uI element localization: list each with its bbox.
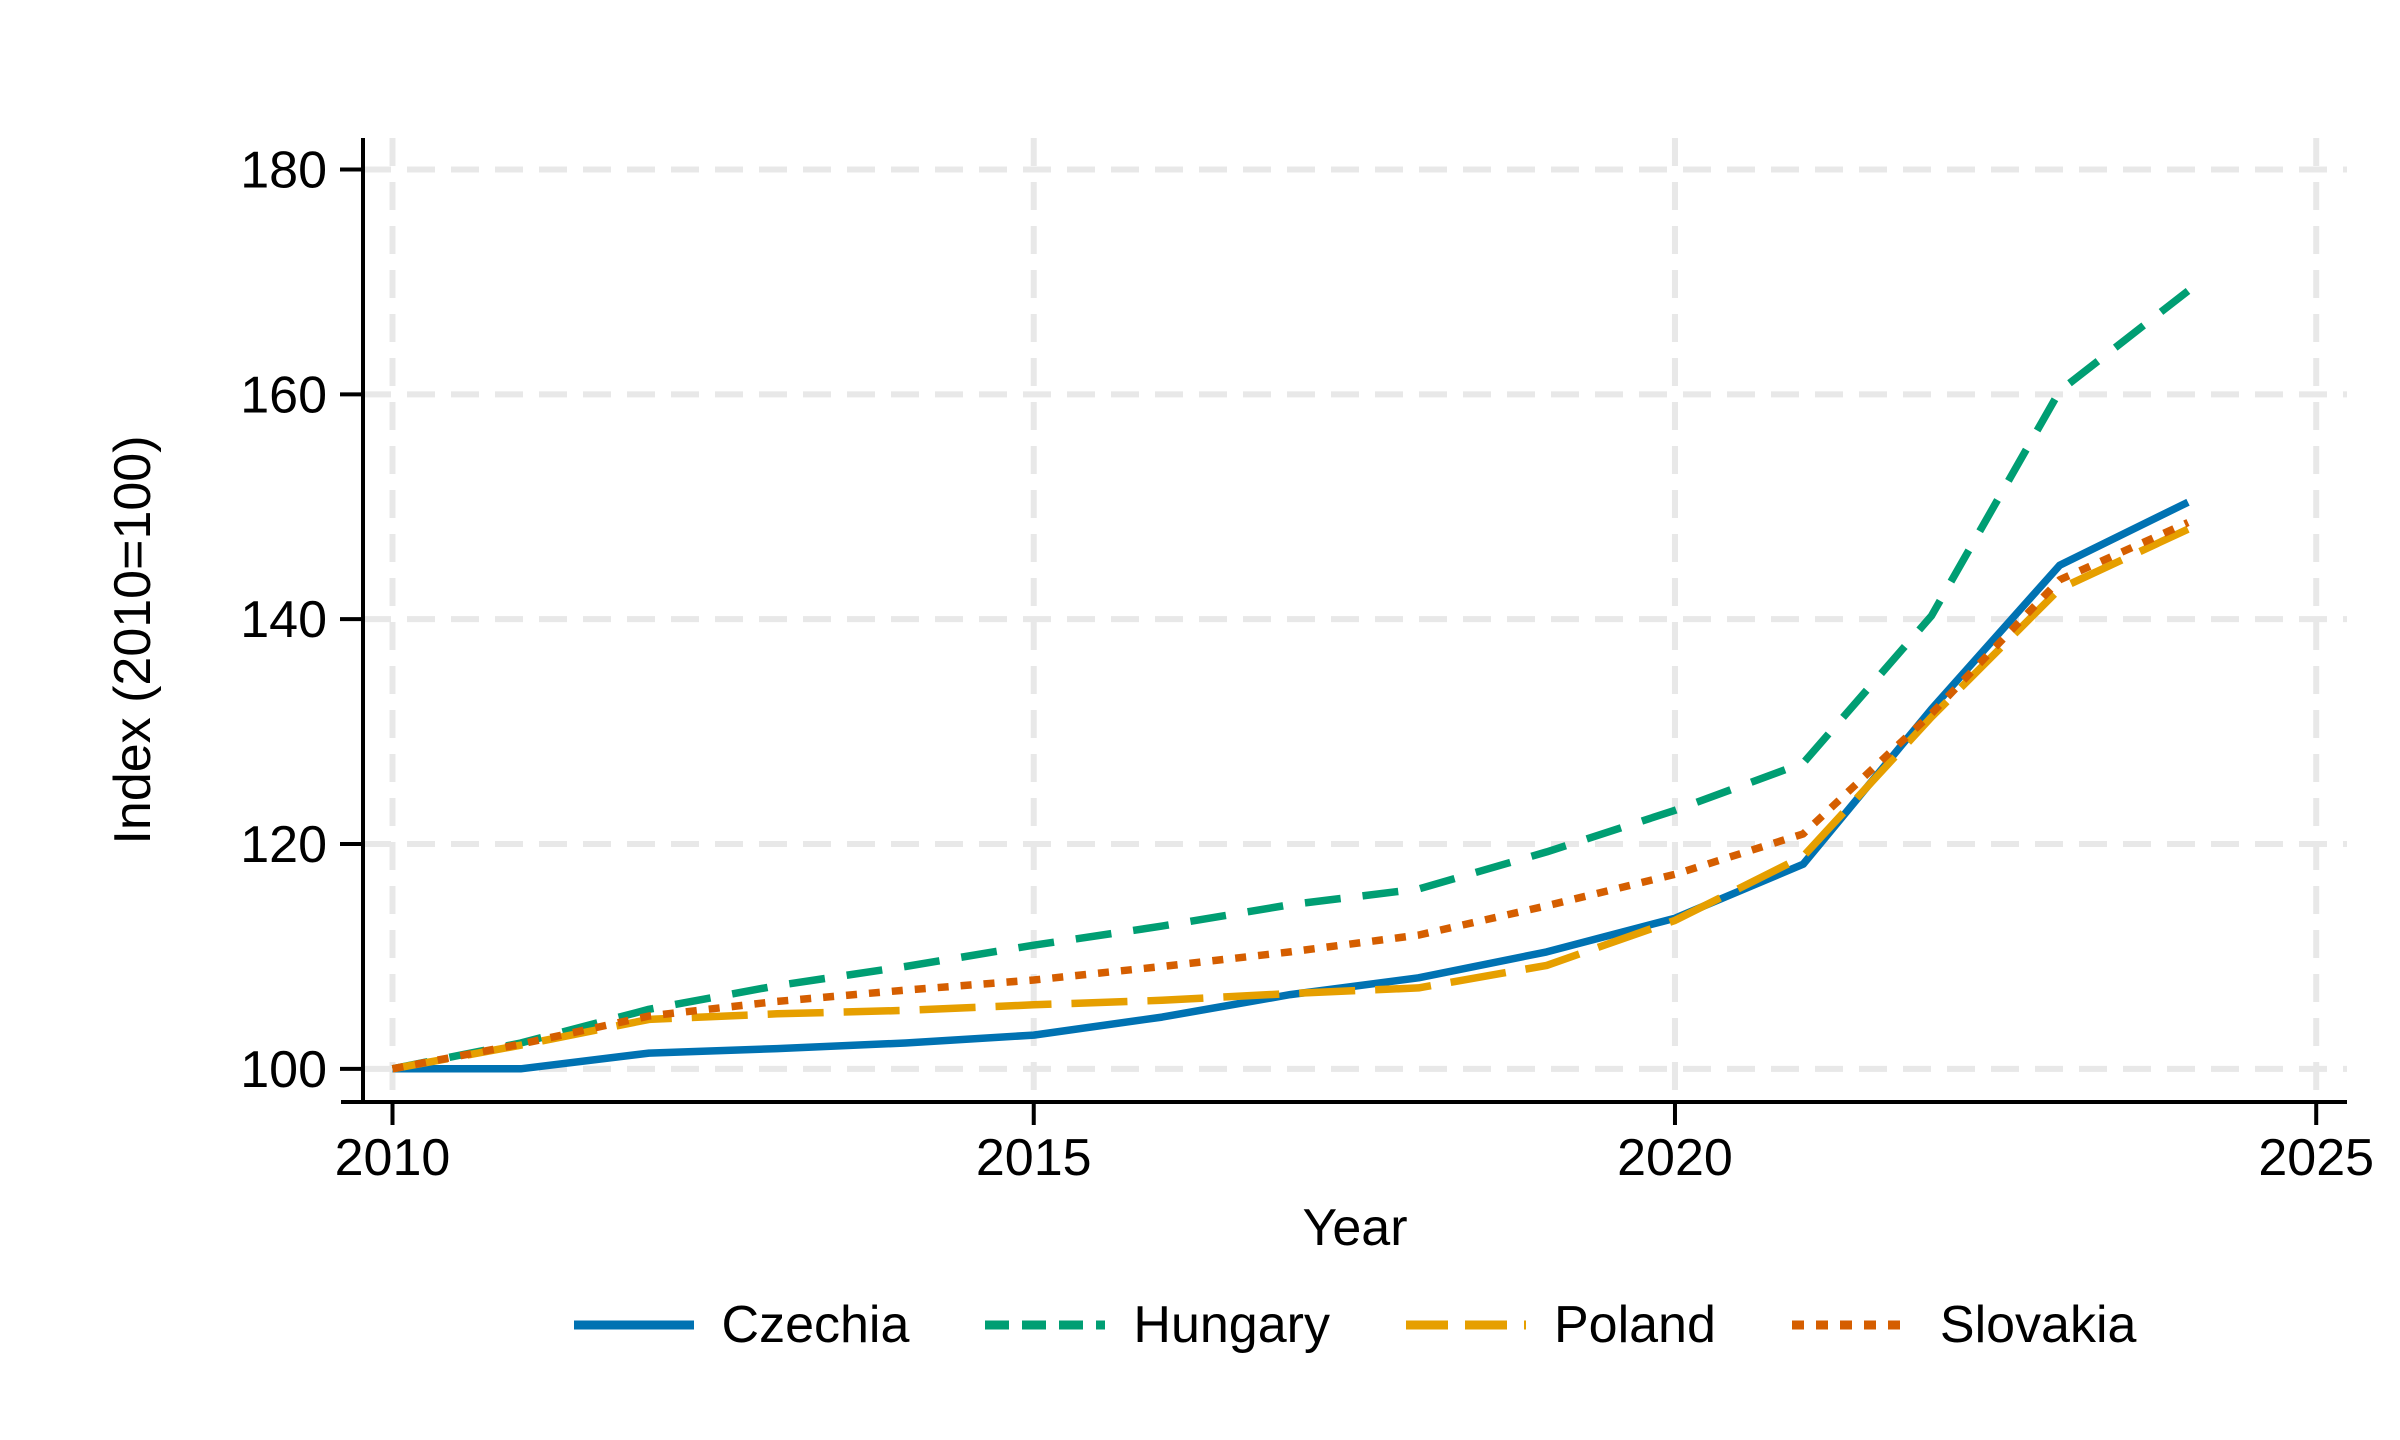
gridlines (363, 138, 2347, 1102)
legend-label-slovakia: Slovakia (1939, 1296, 2137, 1354)
legend-item-slovakia: Slovakia (1791, 1295, 2137, 1355)
x-tick-label: 2015 (976, 1129, 1092, 1187)
legend: Czechia Hungary Poland Slovakia (363, 1295, 2347, 1355)
legend-item-hungary: Hungary (985, 1295, 1330, 1355)
x-tick-label: 2020 (1617, 1129, 1733, 1187)
legend-swatch-czechia (573, 1320, 694, 1330)
x-tick-label: 2010 (335, 1129, 451, 1187)
y-tick-label: 120 (240, 816, 327, 874)
tick-labels: 100 120 140 160 180 2010 2015 2020 2025 (240, 141, 2374, 1187)
series-line-poland (391, 525, 2190, 1073)
legend-label-hungary: Hungary (1133, 1296, 1330, 1354)
x-tick-label: 2025 (2258, 1129, 2374, 1187)
series-lines (391, 287, 2191, 1073)
legend-label-poland: Poland (1553, 1296, 1716, 1354)
legend-swatch-poland (1405, 1320, 1526, 1330)
y-tick-label: 140 (240, 591, 327, 649)
y-axis-title: Index (2010=100) (104, 435, 162, 844)
series-line-hungary (391, 287, 2191, 1073)
y-tick-label: 100 (240, 1041, 327, 1099)
legend-item-poland: Poland (1405, 1295, 1716, 1355)
series-line-czechia (392, 498, 2190, 1073)
x-axis-title: Year (1302, 1199, 1407, 1257)
legend-swatch-hungary (985, 1320, 1106, 1330)
legend-label-czechia: Czechia (721, 1296, 910, 1354)
legend-swatch-slovakia (1791, 1320, 1912, 1330)
y-tick-label: 180 (240, 141, 327, 199)
axes (340, 138, 2347, 1125)
legend-item-czechia: Czechia (573, 1295, 910, 1355)
y-tick-label: 160 (240, 366, 327, 424)
series-line-slovakia (391, 519, 2190, 1073)
